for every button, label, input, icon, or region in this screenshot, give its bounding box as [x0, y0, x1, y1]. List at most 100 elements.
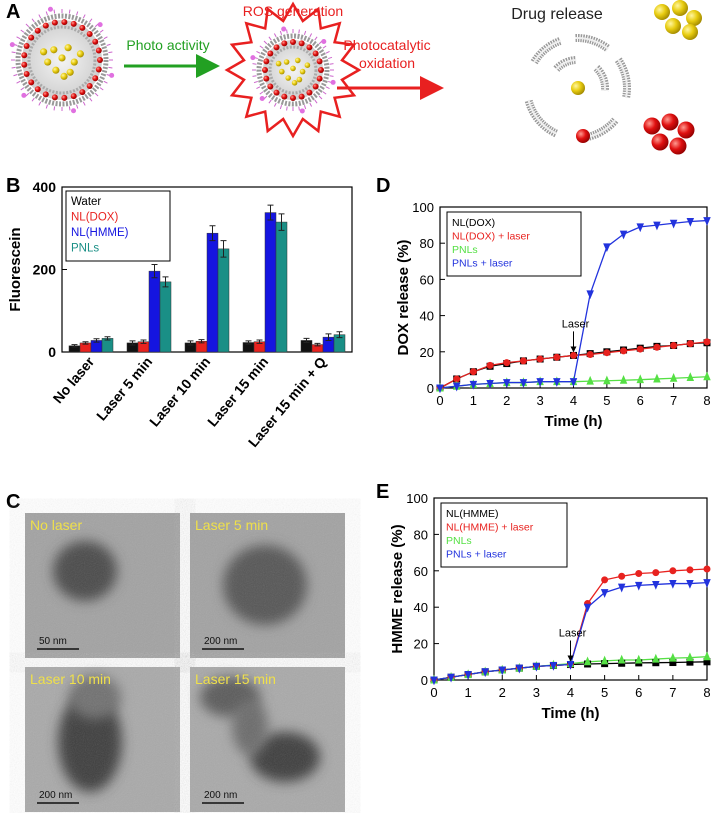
y-tick-label: 400: [33, 179, 57, 195]
error-bar: [278, 213, 285, 231]
point: [669, 652, 677, 662]
legend-label: Water: [71, 196, 101, 208]
x-tick-label: 6: [637, 393, 644, 408]
dox-bead: [312, 50, 319, 57]
peg: [94, 92, 99, 97]
x-tick-label: 1: [465, 685, 472, 700]
dox-bead: [273, 89, 280, 96]
peg: [286, 29, 288, 34]
point: [635, 570, 643, 578]
scheme: [9, 0, 702, 155]
point: [686, 580, 694, 589]
x-tick-label: 5: [603, 393, 610, 408]
point: [703, 371, 711, 381]
peg: [16, 80, 21, 84]
bar: [206, 232, 219, 353]
y-axis-label: DOX release (%): [395, 240, 412, 356]
x-tick-label: 0: [430, 685, 437, 700]
dox-bead: [23, 70, 30, 77]
point: [703, 579, 711, 588]
hmme-dot: [44, 58, 52, 66]
point: [586, 375, 594, 385]
grain: [25, 667, 180, 812]
hmme-dot: [76, 50, 84, 58]
grain: [190, 667, 345, 812]
error-bar: [93, 338, 100, 343]
point: [486, 361, 494, 369]
peg: [329, 75, 334, 77]
dox-bead: [86, 30, 93, 37]
peg: [13, 74, 18, 77]
step-title: Drug release: [511, 6, 603, 23]
legend-box: [440, 502, 568, 568]
y-tick-label: 0: [48, 344, 56, 360]
dox-bead: [21, 52, 28, 59]
panel-label: E: [376, 481, 389, 503]
peg: [99, 87, 104, 91]
pink-dot: [259, 96, 265, 102]
dox-bead: [28, 79, 35, 86]
micrograph-label: Laser 15 min: [195, 671, 276, 687]
x-tick-label: Laser 15 min: [204, 354, 271, 430]
peg: [68, 106, 71, 111]
hmme-ball: [665, 18, 681, 34]
point: [669, 372, 678, 382]
peg: [259, 91, 264, 95]
peg: [298, 106, 300, 111]
micrograph: Laser 15 min 200 nm: [190, 667, 345, 812]
y-axis-label: Fluorescein: [7, 227, 24, 311]
hmme-ball: [654, 4, 670, 20]
legend-label: PNLs + laser: [446, 549, 507, 561]
error-bar: [267, 204, 274, 221]
dox-bead: [267, 83, 274, 90]
point: [686, 217, 695, 227]
point: [553, 378, 561, 387]
point: [652, 653, 660, 663]
dox-bead: [97, 57, 103, 63]
dox-bead: [34, 27, 41, 34]
inner-ring: [268, 45, 318, 95]
chart: D 0 20 40 60 80 100 DOX release (%) 0 1 2 3 4 5 6 7 8 Tim…: [376, 175, 711, 430]
hmme-dot: [58, 54, 66, 62]
error-bar: [245, 340, 252, 345]
hmme-dot: [40, 48, 48, 56]
dox-bead: [92, 38, 99, 45]
dox-bead: [61, 19, 68, 26]
hmme-dot: [64, 44, 72, 52]
y-axis-label: HMME release (%): [389, 524, 406, 653]
peg: [108, 51, 113, 54]
hmme-ball: [571, 81, 585, 95]
hmme-dot: [279, 68, 285, 75]
dox-ball: [669, 137, 687, 155]
point: [634, 654, 643, 664]
point: [464, 671, 472, 680]
peg: [89, 97, 93, 102]
dox-bead: [298, 93, 305, 100]
error-bar: [104, 336, 111, 341]
x-tick-label: 3: [533, 685, 540, 700]
point: [430, 676, 438, 686]
hmme-ball: [672, 0, 688, 16]
point: [586, 351, 594, 359]
bilayer-fragment: [530, 36, 563, 65]
point: [600, 589, 609, 598]
arrow-label: Photocatalytic: [343, 37, 430, 53]
bilayer-fragment: [524, 98, 559, 138]
point: [553, 353, 561, 361]
point: [686, 652, 694, 662]
x-tick-label: 3: [537, 393, 544, 408]
bilayer-core: [595, 67, 607, 91]
legend-box: [446, 211, 582, 277]
arrow-label: oxidation: [359, 55, 415, 71]
peg: [20, 29, 25, 33]
panel-label: B: [6, 175, 20, 197]
point: [620, 347, 628, 355]
dox-bead: [281, 40, 288, 47]
point: [653, 373, 661, 383]
point: [703, 338, 711, 346]
error-bar: [256, 339, 263, 344]
point: [669, 580, 677, 589]
error-bar: [151, 264, 158, 279]
peg: [329, 63, 334, 65]
